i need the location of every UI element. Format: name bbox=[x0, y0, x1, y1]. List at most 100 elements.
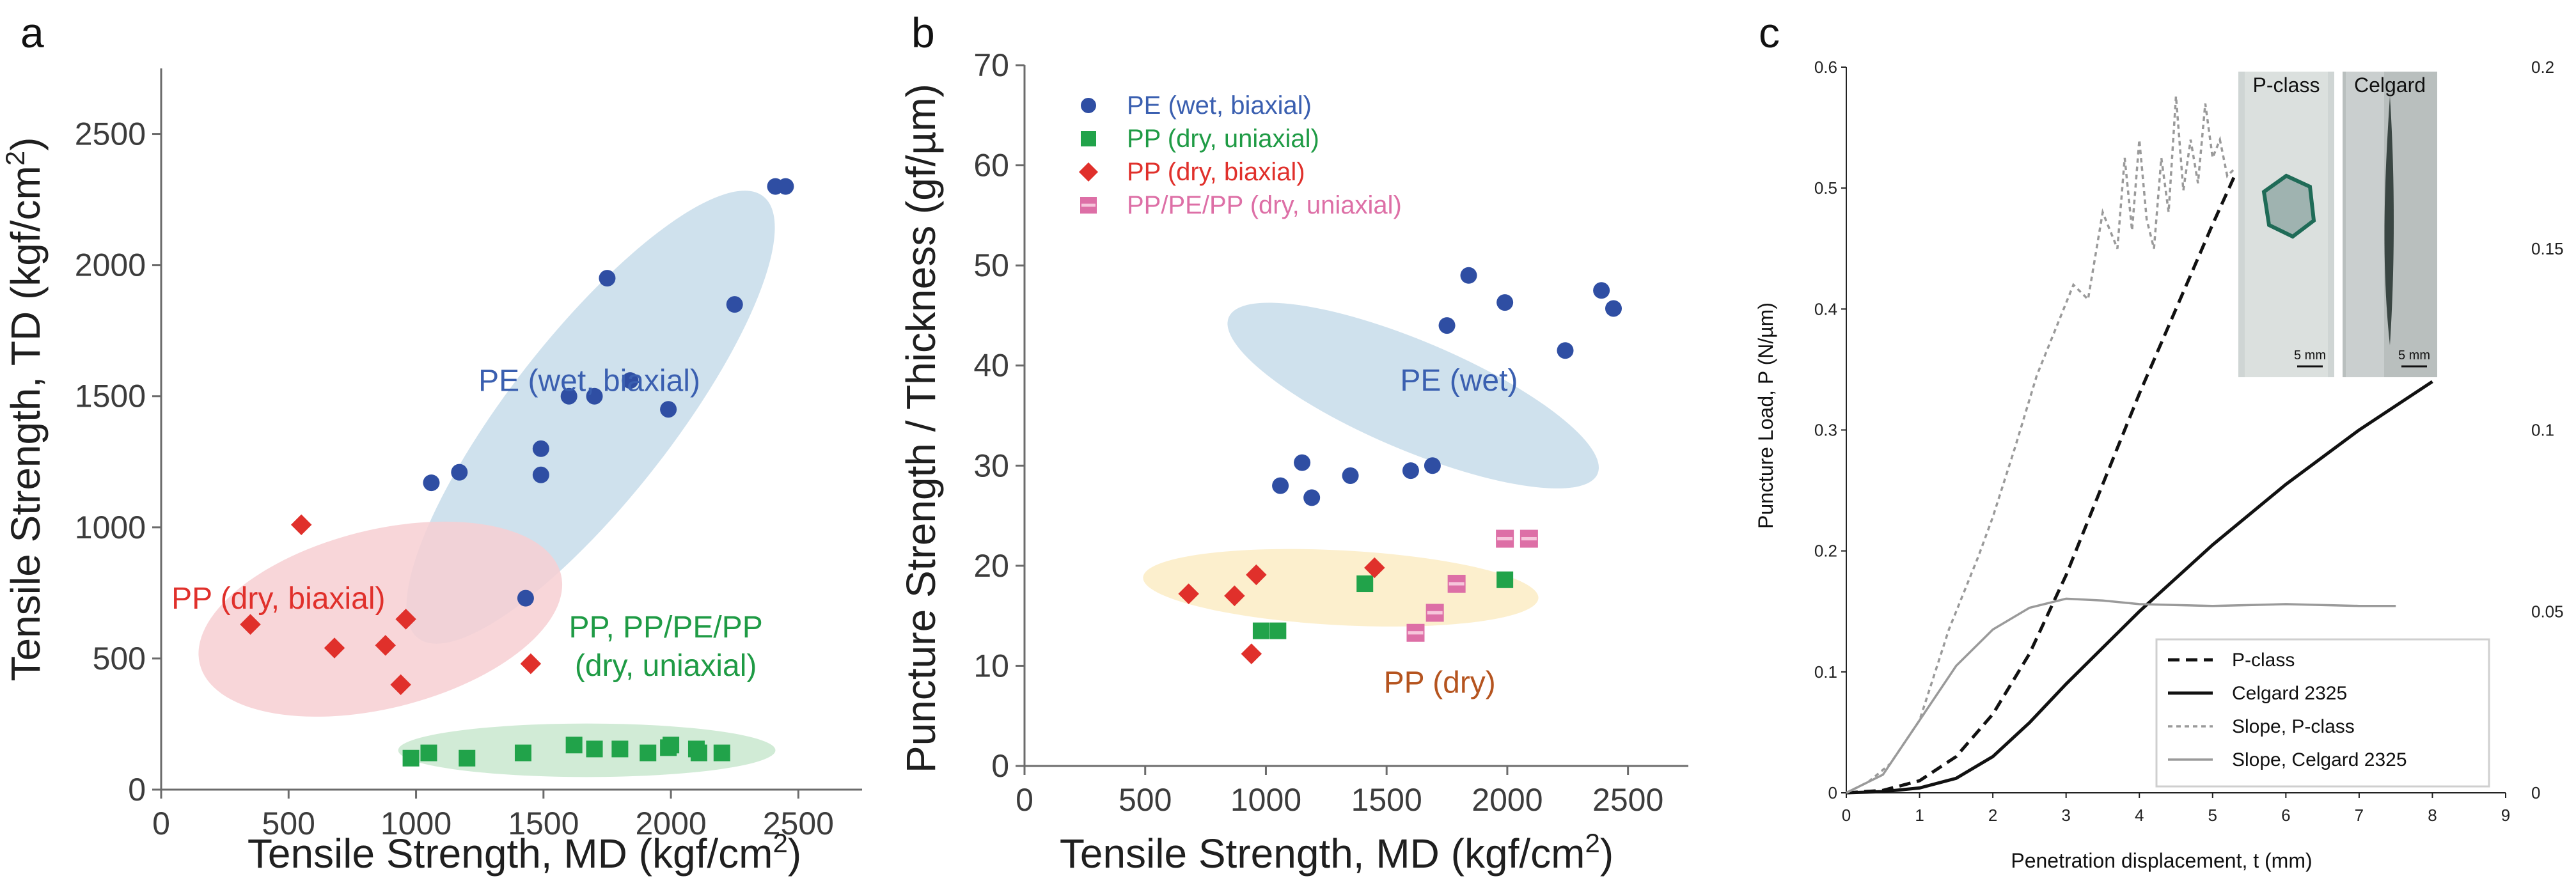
c-legend-label-slope-celgard-2325: Slope, Celgard 2325 bbox=[2232, 749, 2407, 770]
b-legend-label-pp-dry-uniaxial: PP (dry, uniaxial) bbox=[1127, 125, 1319, 153]
c-y2-tick-label-0.1: 0.1 bbox=[2531, 421, 2554, 440]
c-x-tick-label-6: 6 bbox=[2281, 806, 2290, 825]
panel-b-letter: b bbox=[911, 9, 935, 56]
b-point-pe-wet-biaxial-1 bbox=[1294, 454, 1311, 471]
c-legend-box bbox=[2155, 638, 2490, 788]
c-line-slope-p-class bbox=[1846, 96, 2236, 794]
b-point-pp-pe-pp-dry-uniaxial-4 bbox=[1520, 529, 1538, 548]
a-x-tick-label-0: 0 bbox=[152, 806, 170, 841]
c-legend-label-p-class: P-class bbox=[2232, 650, 2295, 671]
b-point-pe-wet-biaxial-5 bbox=[1424, 457, 1441, 474]
a-point-pp-pp-pe-pp-dry-uniaxial-5 bbox=[586, 740, 603, 758]
panel-a-letter: a bbox=[20, 9, 44, 56]
b-point-pp-pe-pp-dry-uniaxial-2-top bbox=[1448, 575, 1465, 582]
a-point-pp-dry-biaxial-6 bbox=[520, 653, 542, 675]
panel-a-y-label: Tensile Strength, TD (kgf/cm2) bbox=[0, 137, 49, 682]
inset-label-p-class: P-class bbox=[2253, 74, 2320, 97]
a-point-pp-pp-pe-pp-dry-uniaxial-7 bbox=[640, 744, 657, 761]
b-y-tick-label-40: 40 bbox=[973, 348, 1009, 384]
a-y-tick-label-1500: 1500 bbox=[75, 379, 146, 414]
a-group-ellipse-pp-dry-biaxial bbox=[198, 521, 563, 717]
a-point-pe-wet-biaxial-2 bbox=[517, 589, 534, 607]
inset-scale-text-left: 5 mm bbox=[2294, 348, 2326, 363]
b-point-pp-pe-pp-dry-uniaxial-2 bbox=[1447, 575, 1466, 593]
b-point-pp-pe-pp-dry-uniaxial-4-top bbox=[1520, 530, 1537, 537]
c-y2-tick-label-0.2: 0.2 bbox=[2531, 58, 2554, 77]
b-series-pp-pe-pp-dry-uniaxial bbox=[1406, 529, 1538, 642]
b-point-pp-pe-pp-dry-uniaxial-0 bbox=[1406, 623, 1425, 642]
b-point-pp-pe-pp-dry-uniaxial-0-bottom bbox=[1407, 634, 1424, 641]
a-x-tick-label-2500: 2500 bbox=[763, 806, 834, 841]
a-point-pp-dry-biaxial-2 bbox=[324, 637, 345, 659]
a-point-pp-pp-pe-pp-dry-uniaxial-11 bbox=[690, 744, 707, 761]
panel-c-y-label: Puncture Load, P (N/µm) bbox=[1754, 302, 1777, 529]
c-y-tick-label-0.6: 0.6 bbox=[1814, 58, 1837, 77]
a-point-pp-dry-biaxial-3 bbox=[375, 635, 396, 656]
panel-c-letter: c bbox=[1759, 9, 1780, 56]
b-point-pp-pe-pp-dry-uniaxial-3-top bbox=[1496, 530, 1514, 537]
b-point-pe-wet-biaxial-7 bbox=[1460, 267, 1477, 284]
c-x-tick-label-2: 2 bbox=[1988, 806, 1997, 825]
panel-c-legend: P-class Celgard 2325 Slope, P-class Slope, … bbox=[2155, 638, 2490, 788]
a-point-pp-pp-pe-pp-dry-uniaxial-2 bbox=[459, 749, 476, 767]
b-group-ellipse-pe-wet bbox=[1227, 302, 1599, 488]
b-point-pp-dry-uniaxial-2 bbox=[1356, 575, 1374, 593]
b-point-pp-pe-pp-dry-uniaxial-1-bottom bbox=[1426, 614, 1443, 621]
c-y-tick-label-0.2: 0.2 bbox=[1814, 542, 1837, 561]
b-series-pe-wet-biaxial bbox=[1272, 267, 1622, 506]
b-point-pe-wet-biaxial-6 bbox=[1438, 317, 1456, 334]
b-x-tick-label-1000: 1000 bbox=[1230, 782, 1301, 818]
b-group-label-pp-dry: PP (dry) bbox=[1384, 666, 1496, 700]
a-series-pp-dry-biaxial bbox=[240, 514, 542, 696]
a-y-tick-label-500: 500 bbox=[93, 641, 146, 676]
a-series-pe-wet-biaxial bbox=[423, 178, 794, 607]
c-y2-tick-label-0: 0 bbox=[2531, 783, 2540, 802]
c-legend-label-celgard-2325: Celgard 2325 bbox=[2232, 683, 2347, 704]
b-series-pp-dry-biaxial bbox=[1178, 557, 1385, 664]
b-legend-marker-pp-pe-pp-dry-uniaxial-top bbox=[1081, 198, 1096, 204]
a-series-pp-pp-pe-pp-dry-uniaxial bbox=[402, 737, 730, 767]
b-y-tick-label-20: 20 bbox=[973, 548, 1009, 584]
b-point-pe-wet-biaxial-8 bbox=[1496, 294, 1514, 311]
a-group-label-pp-dry-biaxial: PP (dry, biaxial) bbox=[171, 582, 385, 616]
b-point-pe-wet-biaxial-0 bbox=[1272, 477, 1289, 494]
a-point-pe-wet-biaxial-1 bbox=[451, 464, 468, 481]
c-y-tick-label-0.5: 0.5 bbox=[1814, 178, 1837, 198]
b-y-tick-label-30: 30 bbox=[973, 448, 1009, 483]
c-legend-label-slope-p-class: Slope, P-class bbox=[2232, 716, 2355, 737]
c-x-tick-label-4: 4 bbox=[2135, 806, 2144, 825]
b-legend-marker-pp-pe-pp-dry-uniaxial-bottom bbox=[1081, 207, 1096, 213]
a-y-tick-label-1000: 1000 bbox=[75, 510, 146, 545]
b-x-tick-label-500: 500 bbox=[1119, 782, 1172, 818]
b-legend-label-pp-dry-biaxial: PP (dry, biaxial) bbox=[1127, 158, 1305, 186]
c-y-tick-label-0.3: 0.3 bbox=[1814, 421, 1837, 440]
c-y-tick-label-0: 0 bbox=[1828, 783, 1837, 802]
inset-photo-celgard-highlight bbox=[2346, 72, 2384, 377]
b-x-tick-label-2500: 2500 bbox=[1592, 782, 1663, 818]
b-legend-marker-pp-pe-pp-dry-uniaxial bbox=[1080, 197, 1097, 214]
c-y2-tick-label-0.15: 0.15 bbox=[2531, 239, 2564, 258]
b-x-tick-label-0: 0 bbox=[1016, 782, 1033, 818]
b-point-pp-dry-biaxial-1 bbox=[1224, 585, 1245, 607]
b-point-pp-pe-pp-dry-uniaxial-1-top bbox=[1426, 604, 1443, 611]
inset-label-celgard: Celgard bbox=[2354, 74, 2426, 97]
b-point-pp-dry-biaxial-3 bbox=[1246, 564, 1267, 586]
a-point-pe-wet-biaxial-3 bbox=[532, 440, 549, 457]
b-point-pe-wet-biaxial-10 bbox=[1593, 282, 1610, 299]
a-point-pe-wet-biaxial-10 bbox=[726, 296, 743, 313]
a-point-pp-dry-biaxial-5 bbox=[395, 609, 416, 630]
a-point-pe-wet-biaxial-7 bbox=[599, 270, 616, 287]
a-point-pp-pp-pe-pp-dry-uniaxial-12 bbox=[713, 744, 730, 761]
a-y-tick-label-2500: 2500 bbox=[75, 116, 146, 152]
a-x-tick-label-2000: 2000 bbox=[635, 806, 706, 841]
a-y-tick-label-2000: 2000 bbox=[75, 247, 146, 283]
a-x-tick-label-1500: 1500 bbox=[508, 806, 579, 841]
a-group-label-pe-wet-biaxial: PE (wet, biaxial) bbox=[478, 364, 700, 398]
a-point-pp-pp-pe-pp-dry-uniaxial-0 bbox=[402, 749, 420, 767]
b-point-pp-pe-pp-dry-uniaxial-3 bbox=[1496, 529, 1514, 548]
c-x-tick-label-1: 1 bbox=[1915, 806, 1924, 825]
panel-b-x-label: Tensile Strength, MD (kgf/cm2) bbox=[1060, 828, 1614, 877]
c-y-tick-label-0.1: 0.1 bbox=[1814, 662, 1837, 682]
b-point-pp-pe-pp-dry-uniaxial-1 bbox=[1425, 604, 1444, 622]
a-point-pp-pp-pe-pp-dry-uniaxial-9 bbox=[663, 737, 680, 754]
